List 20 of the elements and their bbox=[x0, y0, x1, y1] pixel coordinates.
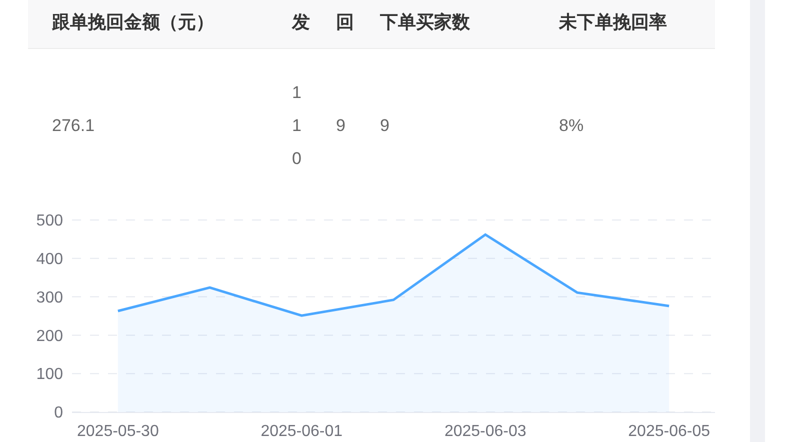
text: 110 bbox=[292, 82, 302, 170]
text: 276.1 bbox=[52, 114, 96, 136]
y-tick-label: 300 bbox=[36, 289, 64, 306]
text: 9 bbox=[336, 114, 346, 136]
x-tick-label: 2025-06-01 bbox=[260, 423, 343, 440]
y-tick-label: 0 bbox=[54, 404, 64, 422]
category-label: 未下单挽回率 bbox=[559, 11, 667, 34]
y-tick-label: 100 bbox=[36, 366, 64, 384]
text: 8% bbox=[559, 114, 585, 136]
category-label: 下单买家数 bbox=[380, 11, 470, 34]
y-tick-label: 200 bbox=[36, 328, 64, 345]
y-tick-label: 500 bbox=[36, 212, 64, 230]
x-tick-label: 2025-06-03 bbox=[444, 423, 526, 440]
y-tick-label: 400 bbox=[36, 251, 64, 268]
category-label: 回 bbox=[336, 11, 354, 34]
text: 9 bbox=[380, 114, 390, 136]
x-tick-label: 2025-06-05 bbox=[628, 423, 710, 440]
x-tick-label: 2025-05-30 bbox=[77, 423, 159, 440]
category-label: 跟单挽回金额（元） bbox=[52, 11, 214, 34]
category-label: 发 bbox=[292, 11, 310, 34]
